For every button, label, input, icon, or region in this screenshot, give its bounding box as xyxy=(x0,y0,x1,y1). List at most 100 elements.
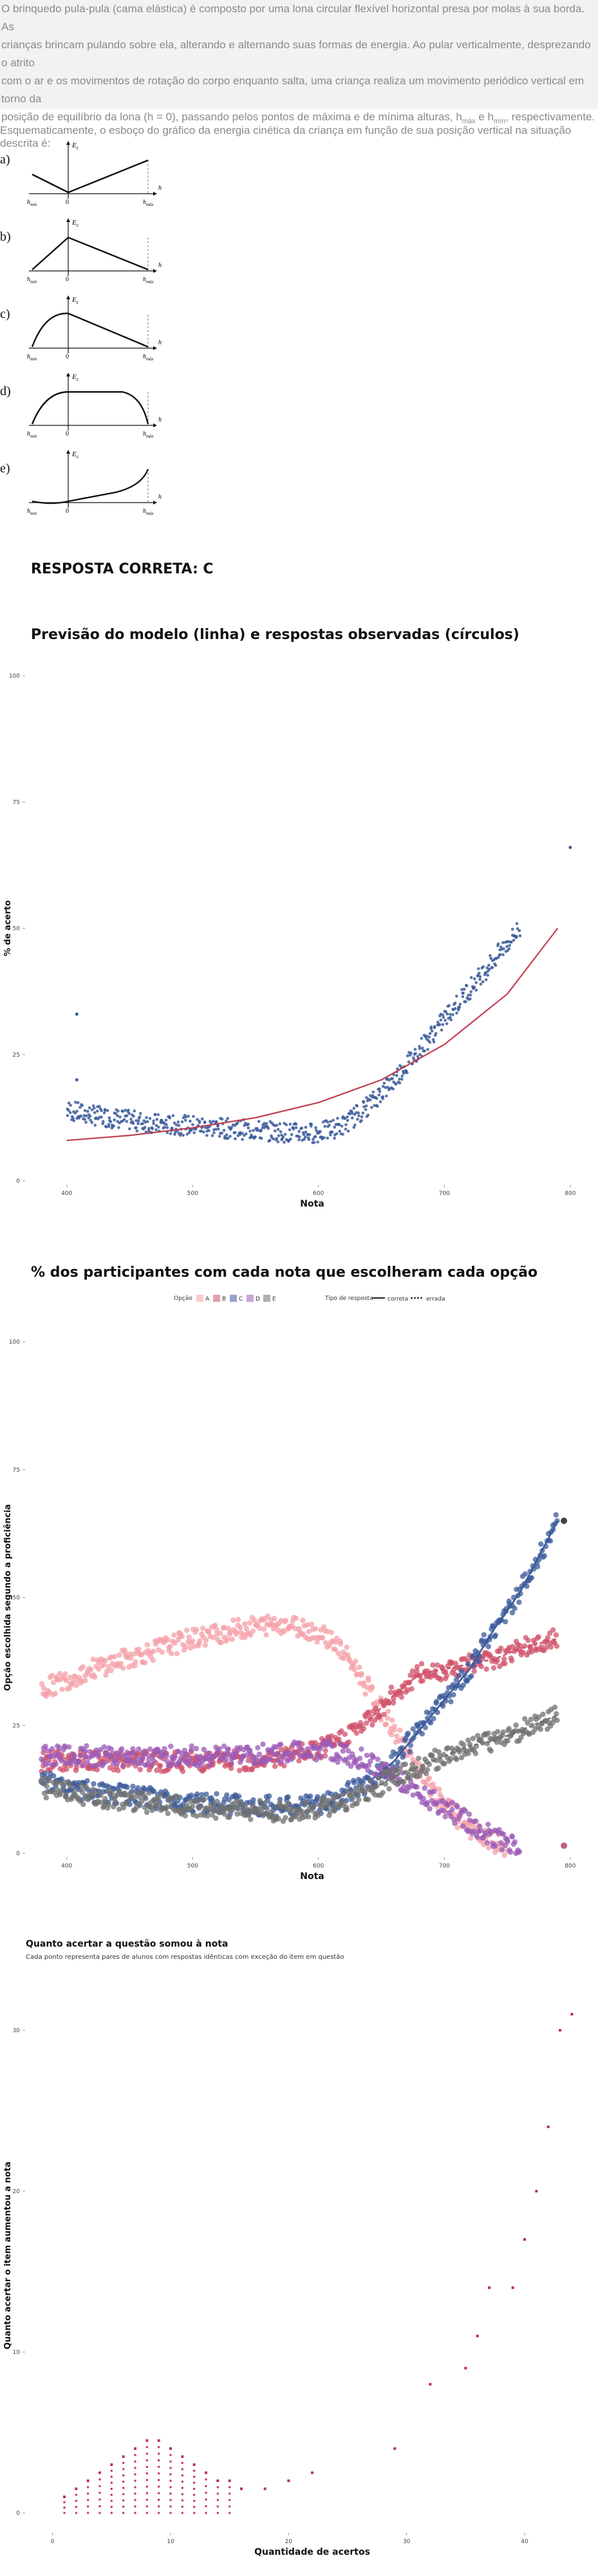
data-point xyxy=(136,1746,142,1752)
data-point xyxy=(91,1792,97,1797)
chart3-title: Quanto acertar a questão somou à nota xyxy=(26,1939,229,1949)
data-point xyxy=(185,1133,189,1136)
data-point xyxy=(326,1797,332,1804)
data-point xyxy=(505,1839,510,1845)
data-point xyxy=(151,1649,156,1654)
data-point xyxy=(122,2505,125,2508)
data-point xyxy=(384,1086,388,1089)
data-point xyxy=(406,1071,409,1075)
data-point xyxy=(87,2486,89,2488)
data-point xyxy=(416,1773,423,1779)
data-point xyxy=(86,2479,89,2482)
data-point xyxy=(516,927,519,931)
arrow-icon xyxy=(66,218,70,222)
data-point xyxy=(181,2499,183,2502)
data-point xyxy=(171,1632,177,1638)
data-point xyxy=(452,1821,458,1826)
data-point xyxy=(351,1779,357,1786)
data-point xyxy=(522,1571,528,1577)
data-point xyxy=(340,1748,346,1754)
data-point xyxy=(335,1793,341,1800)
data-point xyxy=(393,2447,397,2450)
data-point xyxy=(350,1662,357,1669)
data-point xyxy=(444,1010,447,1014)
answer-option[interactable]: a) Ec h 0 hmin hmáx xyxy=(0,132,167,207)
data-point xyxy=(360,1119,363,1122)
data-point xyxy=(205,2471,207,2474)
x-tick-label: 600 xyxy=(313,1191,324,1197)
data-point xyxy=(75,2506,77,2508)
chart-score-gain: 0 10 20 30 40 0 10 20 30 Quantidade de acertos Qua… xyxy=(3,2013,574,2557)
data-point xyxy=(57,1792,63,1797)
data-point xyxy=(476,2335,479,2337)
data-point xyxy=(449,1018,453,1022)
data-point xyxy=(339,1728,344,1734)
data-point xyxy=(547,1538,554,1544)
answer-option[interactable]: e) Ec h 0 hmin hmáx xyxy=(0,441,167,516)
data-point xyxy=(167,1644,173,1649)
data-point xyxy=(207,1762,212,1768)
data-point xyxy=(108,1746,115,1752)
data-point xyxy=(113,1799,118,1805)
data-point xyxy=(290,1133,294,1136)
data-point xyxy=(297,1129,301,1133)
arrow-icon xyxy=(66,295,70,299)
h-axis-label: h xyxy=(158,262,162,269)
data-point xyxy=(139,1756,145,1762)
x-tick-label: 800 xyxy=(565,1191,575,1197)
y-axis-label: % de acerto xyxy=(3,900,13,956)
legend-option-label: B xyxy=(222,1296,226,1302)
answer-option[interactable]: c) Ec h 0 hmin hmáx xyxy=(0,286,167,362)
data-point xyxy=(255,1745,261,1751)
y-tick-label: 75 xyxy=(13,799,20,806)
data-point xyxy=(345,1748,351,1754)
y-tick-label: 0 xyxy=(16,1178,20,1185)
data-point xyxy=(157,1763,164,1768)
data-point xyxy=(249,1766,255,1773)
data-point xyxy=(101,1662,107,1668)
data-point xyxy=(94,1766,100,1773)
chart-model-vs-observed: 400 500 600 700 800 0 25 50 75 100 Nota % de acerto xyxy=(3,673,576,1209)
data-point xyxy=(117,1109,120,1113)
data-point xyxy=(454,1756,460,1763)
data-point xyxy=(517,1642,523,1649)
data-point xyxy=(75,2512,77,2514)
data-point xyxy=(296,1758,302,1764)
data-point xyxy=(440,1028,444,1032)
y-tick-label: 0 xyxy=(16,1851,20,1857)
data-point xyxy=(507,940,510,943)
data-point xyxy=(439,1018,443,1022)
data-point xyxy=(348,1763,354,1769)
data-point xyxy=(241,1131,244,1135)
data-point xyxy=(448,1699,454,1705)
data-point xyxy=(62,1744,68,1750)
chart3-subtitle: Cada ponto representa pares de alunos co… xyxy=(26,1954,344,1961)
data-point xyxy=(353,1730,360,1736)
data-point xyxy=(390,1700,397,1706)
data-point xyxy=(221,1751,228,1757)
data-point xyxy=(294,1811,300,1817)
data-point xyxy=(181,2461,183,2464)
data-point xyxy=(440,1703,446,1709)
data-point xyxy=(407,1060,411,1064)
data-point xyxy=(216,2479,220,2482)
data-point xyxy=(107,1125,111,1128)
data-point xyxy=(145,1116,148,1120)
data-point xyxy=(154,1124,158,1127)
data-point xyxy=(303,1138,306,1141)
data-point xyxy=(315,1129,318,1132)
data-point xyxy=(364,1107,368,1111)
data-point xyxy=(210,1134,214,1138)
data-point xyxy=(75,1109,79,1113)
data-point xyxy=(75,2494,77,2496)
data-point xyxy=(402,1070,405,1073)
h-axis-label: h xyxy=(158,416,162,423)
data-point xyxy=(507,947,511,950)
data-point xyxy=(351,1111,354,1115)
answer-option[interactable]: d) Ec h 0 hmin hmáx xyxy=(0,364,167,439)
answer-option[interactable]: b) Ec h 0 hmin hmáx xyxy=(0,209,167,284)
data-point xyxy=(260,1741,266,1747)
data-point xyxy=(285,1794,291,1800)
data-point xyxy=(203,1791,209,1797)
data-point xyxy=(82,1748,88,1754)
